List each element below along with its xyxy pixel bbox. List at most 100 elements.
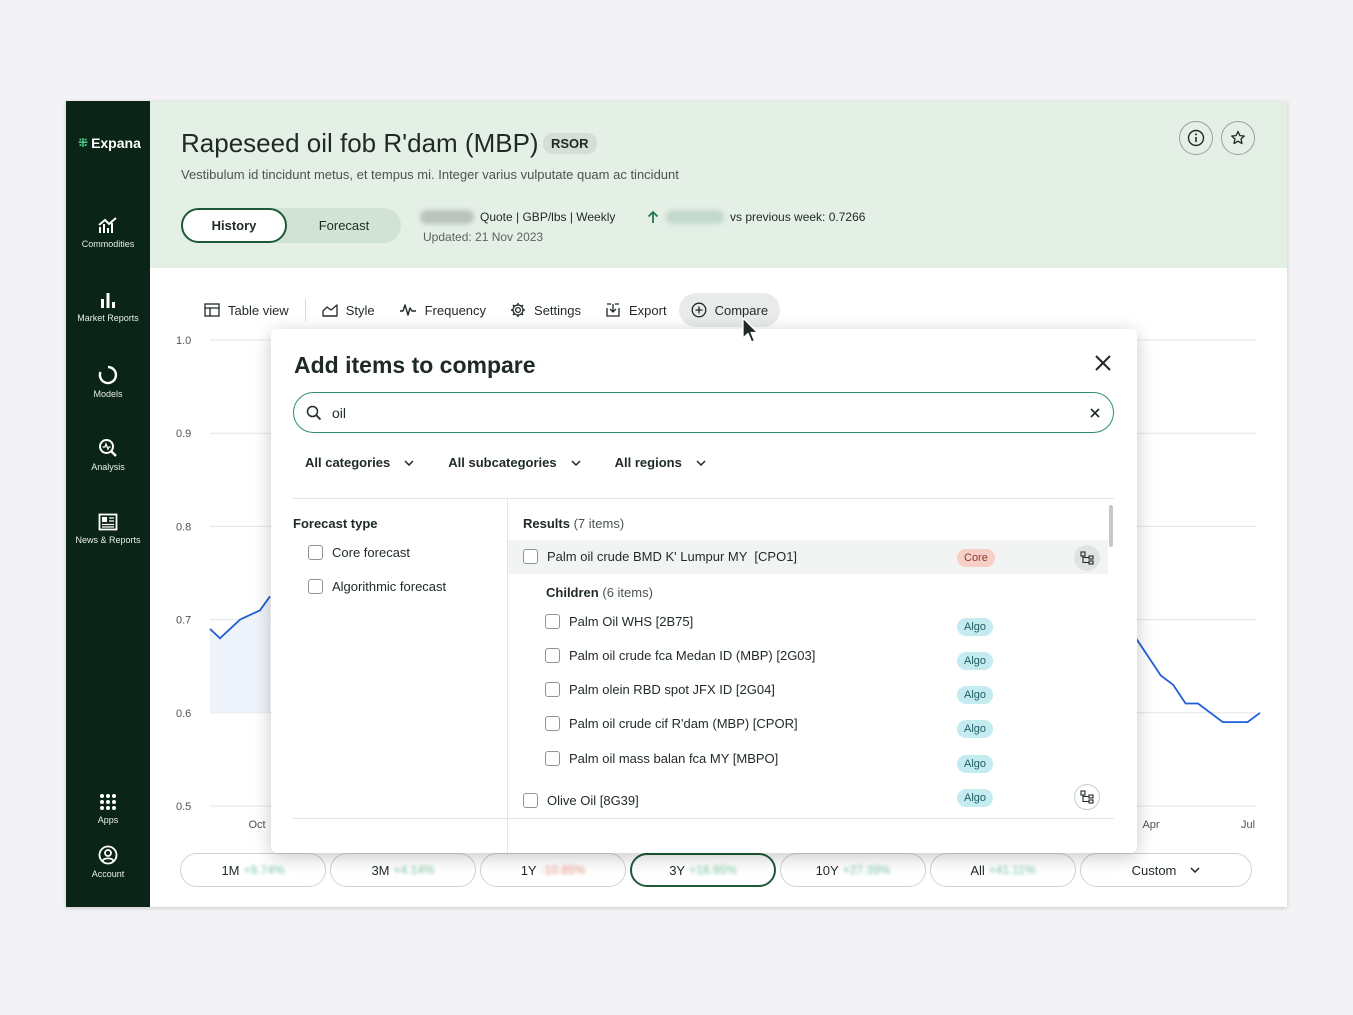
compare-label: Compare — [714, 302, 769, 318]
result-name: Olive Oil [8G39] — [547, 793, 639, 808]
checkbox[interactable] — [523, 793, 538, 808]
result-item[interactable]: Olive Oil [8G39] — [523, 793, 639, 808]
x-tick-label: Apr — [1142, 819, 1159, 831]
search-icon — [306, 405, 322, 420]
news-icon — [98, 513, 118, 531]
checkbox[interactable] — [308, 579, 323, 594]
sidebar-item-label: Models — [93, 389, 123, 399]
sidebar-item-models[interactable]: Models — [66, 365, 150, 399]
hierarchy-icon — [1080, 790, 1094, 804]
area-chart-icon — [322, 304, 338, 317]
result-child-item[interactable]: Palm olein RBD spot JFX ID [2G04] — [545, 682, 775, 697]
result-child-item[interactable]: Palm Oil WHS [2B75] — [545, 614, 693, 629]
result-name: Palm oil crude fca Medan ID (MBP) [2G03] — [569, 648, 816, 663]
range-change-pct: -10.85% — [540, 863, 586, 877]
results-scrollbar[interactable] — [1109, 505, 1113, 547]
x-tick-label: Oct — [248, 819, 265, 831]
history-forecast-toggle: History Forecast — [181, 208, 401, 243]
subcategories-dropdown[interactable]: All subcategories — [448, 455, 581, 470]
sidebar-item-market-reports[interactable]: Market Reports — [66, 291, 150, 323]
close-modal-button[interactable] — [1091, 351, 1115, 375]
table-icon — [204, 303, 220, 317]
table-view-button[interactable]: Table view — [192, 293, 301, 327]
sidebar-item-commodities[interactable]: Commodities — [66, 217, 150, 249]
time-range-selector: 1M +9.74% 3M +4.14% 1Y -10.85% 3Y +18.95% 10Y +27… — [180, 853, 1252, 887]
commodities-icon — [98, 217, 117, 233]
y-tick-label: 0.9 — [176, 428, 191, 440]
forecast-type-title: Forecast type — [293, 516, 378, 531]
result-child-item[interactable]: Palm oil mass balan fca MY [MBPO] — [545, 751, 778, 766]
checkbox[interactable] — [523, 549, 538, 564]
tab-forecast[interactable]: Forecast — [318, 218, 370, 233]
result-child-item[interactable]: Palm oil crude cif R'dam (MBP) [CPOR] — [545, 716, 798, 731]
account-icon — [98, 845, 118, 865]
mouse-cursor-icon — [742, 317, 759, 343]
search-input[interactable] — [332, 404, 1079, 421]
star-icon — [1231, 130, 1245, 145]
clear-search-icon[interactable] — [1089, 407, 1101, 419]
sidebar-item-apps[interactable]: Apps — [66, 793, 150, 825]
sidebar-item-label: Account — [91, 869, 125, 879]
range-label: Custom — [1131, 862, 1177, 878]
sidebar-item-label: Commodities — [81, 239, 135, 249]
settings-label: Settings — [534, 302, 582, 318]
categories-dropdown[interactable]: All categories — [305, 455, 414, 470]
range-label: 3Y — [669, 862, 686, 878]
range-button-3m[interactable]: 3M +4.14% — [330, 853, 476, 887]
y-tick-label: 0.6 — [176, 708, 191, 720]
y-tick-label: 0.8 — [176, 521, 191, 533]
filter-bar: All categories All subcategories All reg… — [305, 455, 706, 470]
range-button-all[interactable]: All +41.11% — [930, 853, 1076, 887]
pulse-icon — [399, 304, 416, 316]
hierarchy-button[interactable] — [1074, 545, 1100, 571]
modal-footer-divider — [293, 818, 1114, 819]
checkbox[interactable] — [545, 716, 560, 731]
style-button[interactable]: Style — [310, 293, 387, 327]
export-button[interactable]: Export — [593, 293, 679, 327]
compare-button[interactable]: Compare — [678, 293, 781, 327]
checkbox[interactable] — [545, 648, 560, 663]
sidebar-item-analysis[interactable]: Analysis — [66, 438, 150, 472]
option-label: Core forecast — [332, 545, 411, 560]
series-line-left — [209, 595, 271, 640]
regions-dropdown[interactable]: All regions — [615, 455, 706, 470]
weekly-change: vs previous week: 0.7266 — [646, 209, 865, 225]
checkbox[interactable] — [545, 682, 560, 697]
results-count: (7 items) — [573, 516, 625, 531]
range-button-10y[interactable]: 10Y +27.39% — [780, 853, 926, 887]
range-button-custom[interactable]: Custom — [1080, 853, 1252, 887]
core-forecast-option[interactable]: Core forecast — [308, 545, 410, 560]
filter-divider — [293, 498, 1114, 499]
result-row-highlight — [508, 540, 1108, 574]
range-label: All — [970, 862, 985, 878]
brand-name: Expana — [91, 135, 141, 151]
core-tag: Core — [957, 549, 995, 567]
range-button-1m[interactable]: 1M +9.74% — [180, 853, 326, 887]
regions-label: All regions — [614, 455, 682, 470]
checkbox[interactable] — [308, 545, 323, 560]
sidebar-item-news-reports[interactable]: News & Reports — [66, 513, 150, 545]
result-parent-item[interactable]: Palm oil crude BMD K' Lumpur MY [CPO1] — [523, 549, 797, 564]
sidebar-item-account[interactable]: Account — [66, 845, 150, 879]
favourite-button[interactable] — [1221, 121, 1255, 155]
algorithmic-forecast-option[interactable]: Algorithmic forecast — [308, 579, 446, 594]
children-count: (6 items) — [602, 585, 653, 600]
range-button-3y[interactable]: 3Y +18.95% — [630, 853, 776, 887]
chart-toolbar: Table view Style Frequency Settings Expo… — [192, 293, 781, 327]
hierarchy-button[interactable] — [1074, 784, 1100, 810]
frequency-button[interactable]: Frequency — [387, 293, 498, 327]
children-title: Children (6 items) — [546, 585, 653, 600]
range-label: 10Y — [815, 862, 839, 878]
compare-modal: Add items to compare All categories All … — [271, 329, 1137, 853]
result-child-item[interactable]: Palm oil crude fca Medan ID (MBP) [2G03] — [545, 648, 815, 663]
vs-previous-week: vs previous week: 0.7266 — [730, 210, 866, 224]
search-box — [293, 392, 1114, 433]
brand-logo[interactable]: ⁜ Expana — [78, 135, 141, 151]
checkbox[interactable] — [545, 614, 560, 629]
tab-history[interactable]: History — [181, 208, 287, 243]
info-button[interactable] — [1179, 121, 1213, 155]
settings-button[interactable]: Settings — [498, 293, 593, 327]
checkbox[interactable] — [545, 751, 560, 766]
range-button-1y[interactable]: 1Y -10.85% — [480, 853, 626, 887]
result-name: Palm olein RBD spot JFX ID [2G04] — [569, 682, 775, 697]
